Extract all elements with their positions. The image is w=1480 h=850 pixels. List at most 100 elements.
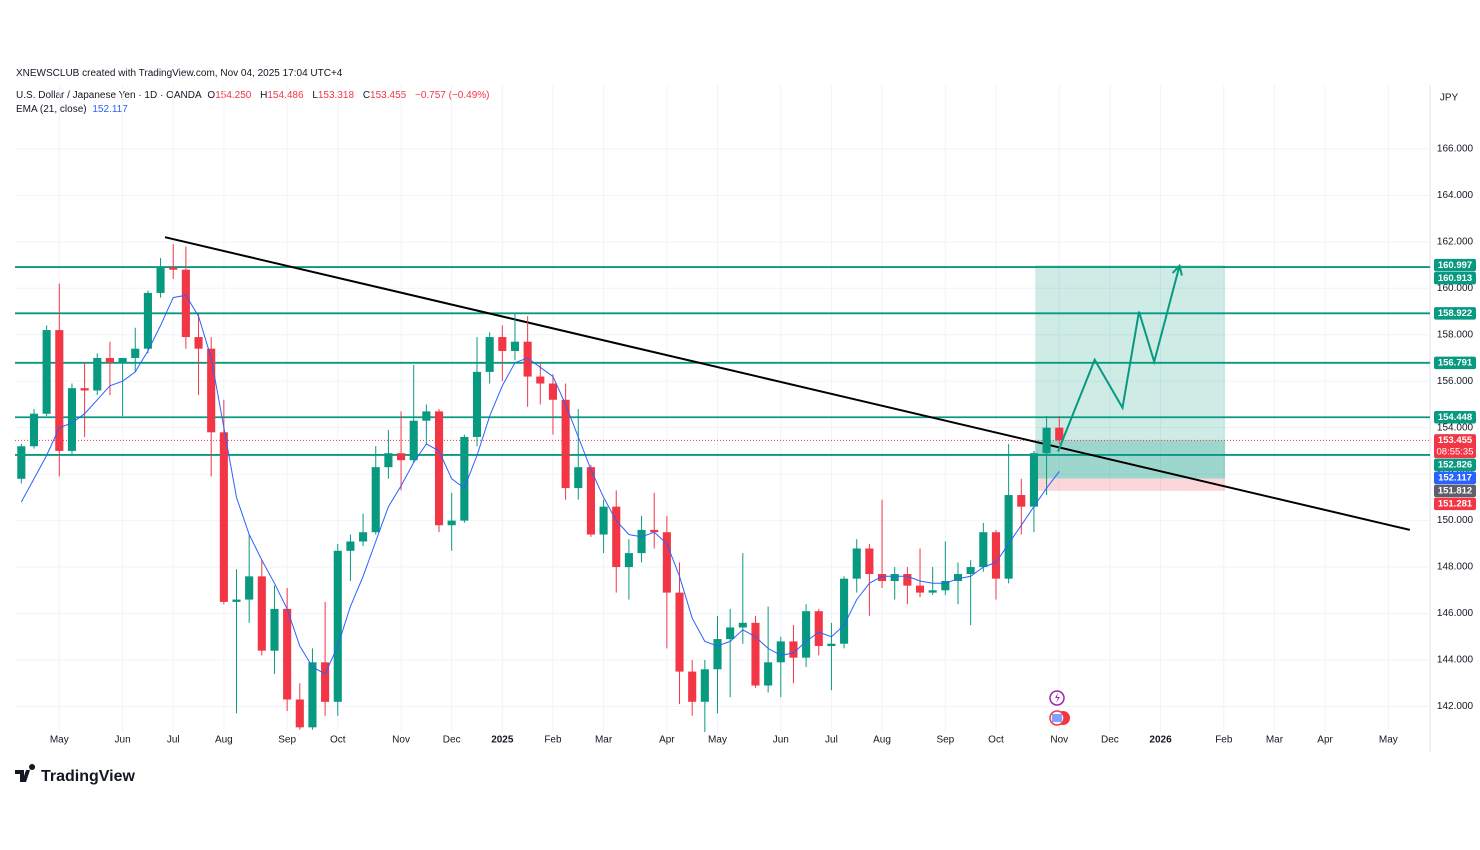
x-tick-label: Mar — [595, 735, 613, 746]
x-tick-label: May — [50, 735, 69, 746]
candle-body — [650, 529, 659, 533]
x-tick-label: Jul — [167, 735, 180, 746]
x-tick-label: Sep — [278, 735, 296, 746]
candle-body — [219, 432, 228, 602]
ohlc-open: O154.250 — [207, 90, 254, 101]
candle-body — [599, 506, 608, 535]
candle-body — [434, 411, 444, 526]
candle-body — [612, 506, 621, 568]
candle-body — [827, 643, 836, 647]
y-tick-label: 162.000 — [1437, 236, 1474, 247]
x-tick-label: Oct — [330, 735, 346, 746]
candle-body — [207, 348, 216, 433]
y-tick-label: 146.000 — [1437, 608, 1474, 619]
candle-body — [953, 574, 963, 581]
candle-body — [460, 436, 469, 521]
y-tick-label: 154.000 — [1437, 422, 1474, 433]
ohlc-key: O — [207, 90, 216, 101]
candle-body — [510, 341, 520, 352]
candle-body — [536, 376, 545, 384]
brand: TradingView — [41, 768, 136, 785]
indicator-legend: EMA (21, close) 152.117 — [16, 104, 131, 115]
price-tag: 152.117 — [1438, 473, 1472, 484]
x-tick-label: Sep — [936, 735, 954, 746]
x-tick-label: May — [708, 735, 727, 746]
candle-body — [118, 357, 127, 363]
candle-body — [333, 550, 342, 702]
symbol: U.S. Dollar / Japanese Yen · 1D · OANDA — [16, 90, 202, 101]
y-tick-label: 142.000 — [1437, 701, 1474, 712]
x-tick-label: Jun — [773, 735, 789, 746]
candle-body — [979, 532, 988, 568]
price-tag: 160.913 — [1438, 273, 1472, 284]
candle-body — [232, 599, 241, 602]
price-tag-bg — [1434, 307, 1476, 320]
price-tag-bg — [1434, 497, 1476, 511]
ohlc-value: 154.486 — [267, 90, 304, 101]
candle-body — [131, 348, 140, 358]
ohlc-key: H — [260, 90, 268, 101]
candle-body — [1029, 453, 1038, 507]
candle-body — [257, 576, 266, 651]
candle-body — [586, 467, 595, 535]
y-tick-label: 166.000 — [1437, 144, 1474, 155]
candle-body — [17, 446, 26, 479]
x-tick-label: Aug — [215, 735, 233, 746]
ohlc-key: L — [312, 90, 318, 101]
y-tick-label: 144.000 — [1437, 655, 1474, 666]
countdown: 08:55:35 — [1437, 447, 1474, 458]
ohlc-low: L153.318 — [312, 90, 357, 101]
y-tick-label: 148.000 — [1437, 562, 1474, 573]
candle-body — [498, 337, 507, 352]
candle-body — [447, 520, 456, 526]
candle-body — [1004, 495, 1013, 579]
ohlc-value: 154.250 — [215, 90, 252, 101]
x-tick-label: Jul — [825, 735, 838, 746]
candle-body — [1017, 495, 1026, 507]
candle-body — [523, 341, 532, 377]
ohlc-value: 153.318 — [317, 90, 355, 101]
candle-body — [966, 567, 975, 575]
projection-arrowhead — [1171, 263, 1183, 276]
candle-body — [726, 627, 735, 640]
change: −0.757 (−0.49%) — [414, 90, 490, 101]
plot — [15, 236, 1430, 732]
x-tick-label: Dec — [1101, 735, 1119, 746]
candle-body — [675, 592, 684, 672]
candle-body — [789, 641, 798, 658]
candle-body — [852, 548, 861, 579]
price-tag: 153.455 — [1438, 435, 1473, 446]
logo-mark — [15, 764, 36, 782]
candle-body — [877, 574, 887, 581]
candle-body — [472, 371, 482, 437]
x-tick-label: Dec — [443, 735, 461, 746]
price-tag-bg — [1434, 411, 1476, 424]
credit: XNEWSCLUB created with TradingView.com, … — [16, 68, 343, 79]
candle-body — [93, 357, 102, 391]
candle-body — [928, 590, 937, 593]
candle-body — [814, 611, 823, 647]
candle-body — [688, 671, 697, 702]
candle-body — [321, 662, 330, 702]
trendline — [164, 236, 1411, 531]
ohlc-high: H154.486 — [260, 90, 306, 101]
candle-body — [662, 532, 671, 593]
candle-body — [485, 337, 494, 372]
x-tick-label: Nov — [392, 735, 410, 746]
x-tick-label: May — [1379, 735, 1398, 746]
candle-body — [1042, 427, 1051, 454]
candle-body — [865, 548, 874, 575]
projection-path — [1057, 265, 1181, 452]
x-tick-label: Oct — [988, 735, 1004, 746]
price-tag: 160.997 — [1438, 260, 1472, 271]
candle-body — [764, 662, 773, 686]
price-tag: 151.281 — [1438, 499, 1473, 510]
candle-body — [245, 576, 254, 600]
y-tick-label: 160.000 — [1437, 283, 1474, 294]
candle-body — [548, 383, 558, 400]
candle-body — [802, 611, 811, 658]
candle-body — [574, 467, 583, 489]
candle-body — [915, 585, 925, 593]
candle-body — [713, 639, 722, 670]
